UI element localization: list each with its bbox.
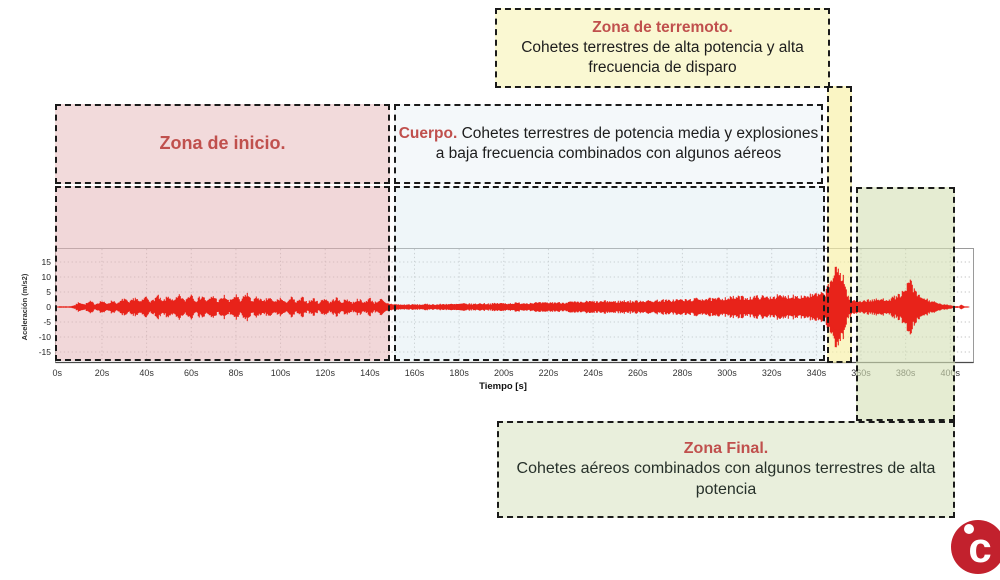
svg-text:-15: -15	[39, 347, 52, 357]
zone-cuerpo-text: Cuerpo. Cohetes terrestres de potencia m…	[398, 125, 819, 162]
svg-text:80s: 80s	[229, 368, 244, 378]
zone-terremoto-label-box: Zona de terremoto. Cohetes terrestres de…	[495, 8, 830, 88]
svg-text:Aceleración (m/s2): Aceleración (m/s2)	[20, 273, 29, 340]
svg-text:-10: -10	[39, 332, 52, 342]
zone-terremoto-text: Cohetes terrestres de alta potencia y al…	[521, 39, 804, 76]
svg-text:220s: 220s	[539, 368, 559, 378]
svg-text:180s: 180s	[449, 368, 469, 378]
zone-terremoto-title: Zona de terremoto.	[592, 19, 733, 37]
svg-text:-5: -5	[43, 317, 51, 327]
svg-text:260s: 260s	[628, 368, 648, 378]
zone-cuerpo-region	[394, 186, 825, 361]
svg-text:100s: 100s	[271, 368, 291, 378]
logo-letter: c	[968, 524, 991, 571]
zone-final-text: Cohetes aéreos combinados con algunos te…	[516, 460, 936, 498]
svg-text:160s: 160s	[405, 368, 425, 378]
svg-text:320s: 320s	[762, 368, 782, 378]
zone-inicio-label-box: Zona de inicio.	[55, 104, 390, 184]
zone-terremoto-strip-border	[827, 86, 852, 363]
logo-dot-icon	[964, 524, 974, 534]
zone-inicio-title: Zona de inicio.	[159, 133, 286, 154]
svg-text:0s: 0s	[53, 368, 63, 378]
zone-final-label-box: Zona Final. Cohetes aéreos combinados co…	[497, 421, 955, 518]
svg-text:5: 5	[46, 287, 51, 297]
zone-cuerpo-border	[394, 186, 825, 361]
svg-text:15: 15	[42, 257, 52, 267]
zone-cuerpo-title: Cuerpo.	[398, 125, 458, 143]
svg-text:Tiempo [s]: Tiempo [s]	[479, 381, 527, 392]
svg-text:300s: 300s	[717, 368, 737, 378]
svg-text:0: 0	[46, 302, 51, 312]
brand-logo: c	[951, 520, 1000, 574]
svg-text:280s: 280s	[673, 368, 693, 378]
zone-inicio-region	[55, 186, 390, 361]
zone-final-region-border	[856, 187, 955, 421]
svg-text:20s: 20s	[95, 368, 110, 378]
svg-text:60s: 60s	[184, 368, 199, 378]
svg-text:10: 10	[42, 272, 52, 282]
zone-cuerpo-label-box: Cuerpo. Cohetes terrestres de potencia m…	[394, 104, 823, 184]
svg-text:120s: 120s	[315, 368, 335, 378]
svg-text:240s: 240s	[583, 368, 603, 378]
zone-final-title: Zona Final.	[683, 439, 769, 457]
svg-text:200s: 200s	[494, 368, 514, 378]
svg-text:340s: 340s	[807, 368, 827, 378]
logo-circle	[951, 520, 1000, 574]
zone-inicio-border	[55, 186, 390, 361]
fireworks-seismogram-infographic: 15 10 5 0 -5 -10 -15 0s 20s 40s 60s 80s 100s 120s 140s…	[20, 8, 1000, 574]
svg-text:140s: 140s	[360, 368, 380, 378]
seismic-waveform	[56, 266, 969, 348]
svg-text:40s: 40s	[139, 368, 154, 378]
